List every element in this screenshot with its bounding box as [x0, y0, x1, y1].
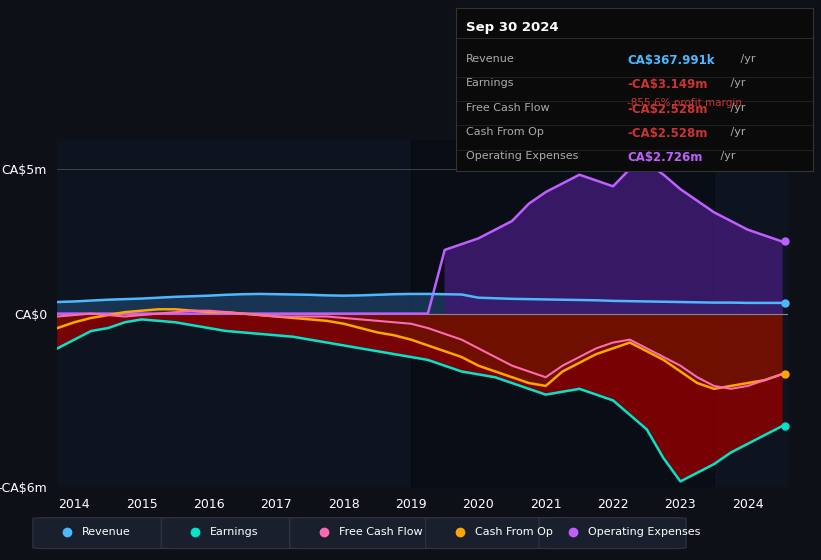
- Text: Earnings: Earnings: [210, 527, 259, 537]
- Text: Operating Expenses: Operating Expenses: [588, 527, 700, 537]
- Text: Revenue: Revenue: [466, 54, 515, 64]
- Text: Free Cash Flow: Free Cash Flow: [466, 102, 550, 113]
- Text: /yr: /yr: [727, 78, 745, 88]
- Text: CA$2.726m: CA$2.726m: [627, 151, 703, 164]
- Text: -CA$2.528m: -CA$2.528m: [627, 127, 708, 140]
- Text: Cash From Op: Cash From Op: [475, 527, 553, 537]
- FancyBboxPatch shape: [290, 517, 437, 549]
- Text: /yr: /yr: [727, 127, 745, 137]
- FancyBboxPatch shape: [161, 517, 309, 549]
- Text: Cash From Op: Cash From Op: [466, 127, 544, 137]
- Text: Sep 30 2024: Sep 30 2024: [466, 21, 559, 34]
- Text: Free Cash Flow: Free Cash Flow: [339, 527, 422, 537]
- Text: Earnings: Earnings: [466, 78, 515, 88]
- FancyBboxPatch shape: [425, 517, 573, 549]
- Text: Revenue: Revenue: [82, 527, 131, 537]
- FancyBboxPatch shape: [539, 517, 686, 549]
- Text: /yr: /yr: [737, 54, 755, 64]
- Text: Operating Expenses: Operating Expenses: [466, 151, 579, 161]
- Text: -855.6% profit margin: -855.6% profit margin: [627, 98, 742, 108]
- Text: -CA$2.528m: -CA$2.528m: [627, 102, 708, 115]
- Text: /yr: /yr: [717, 151, 736, 161]
- FancyBboxPatch shape: [33, 517, 180, 549]
- Text: CA$367.991k: CA$367.991k: [627, 54, 714, 67]
- Text: /yr: /yr: [727, 102, 745, 113]
- Bar: [411, 140, 714, 487]
- Text: -CA$3.149m: -CA$3.149m: [627, 78, 708, 91]
